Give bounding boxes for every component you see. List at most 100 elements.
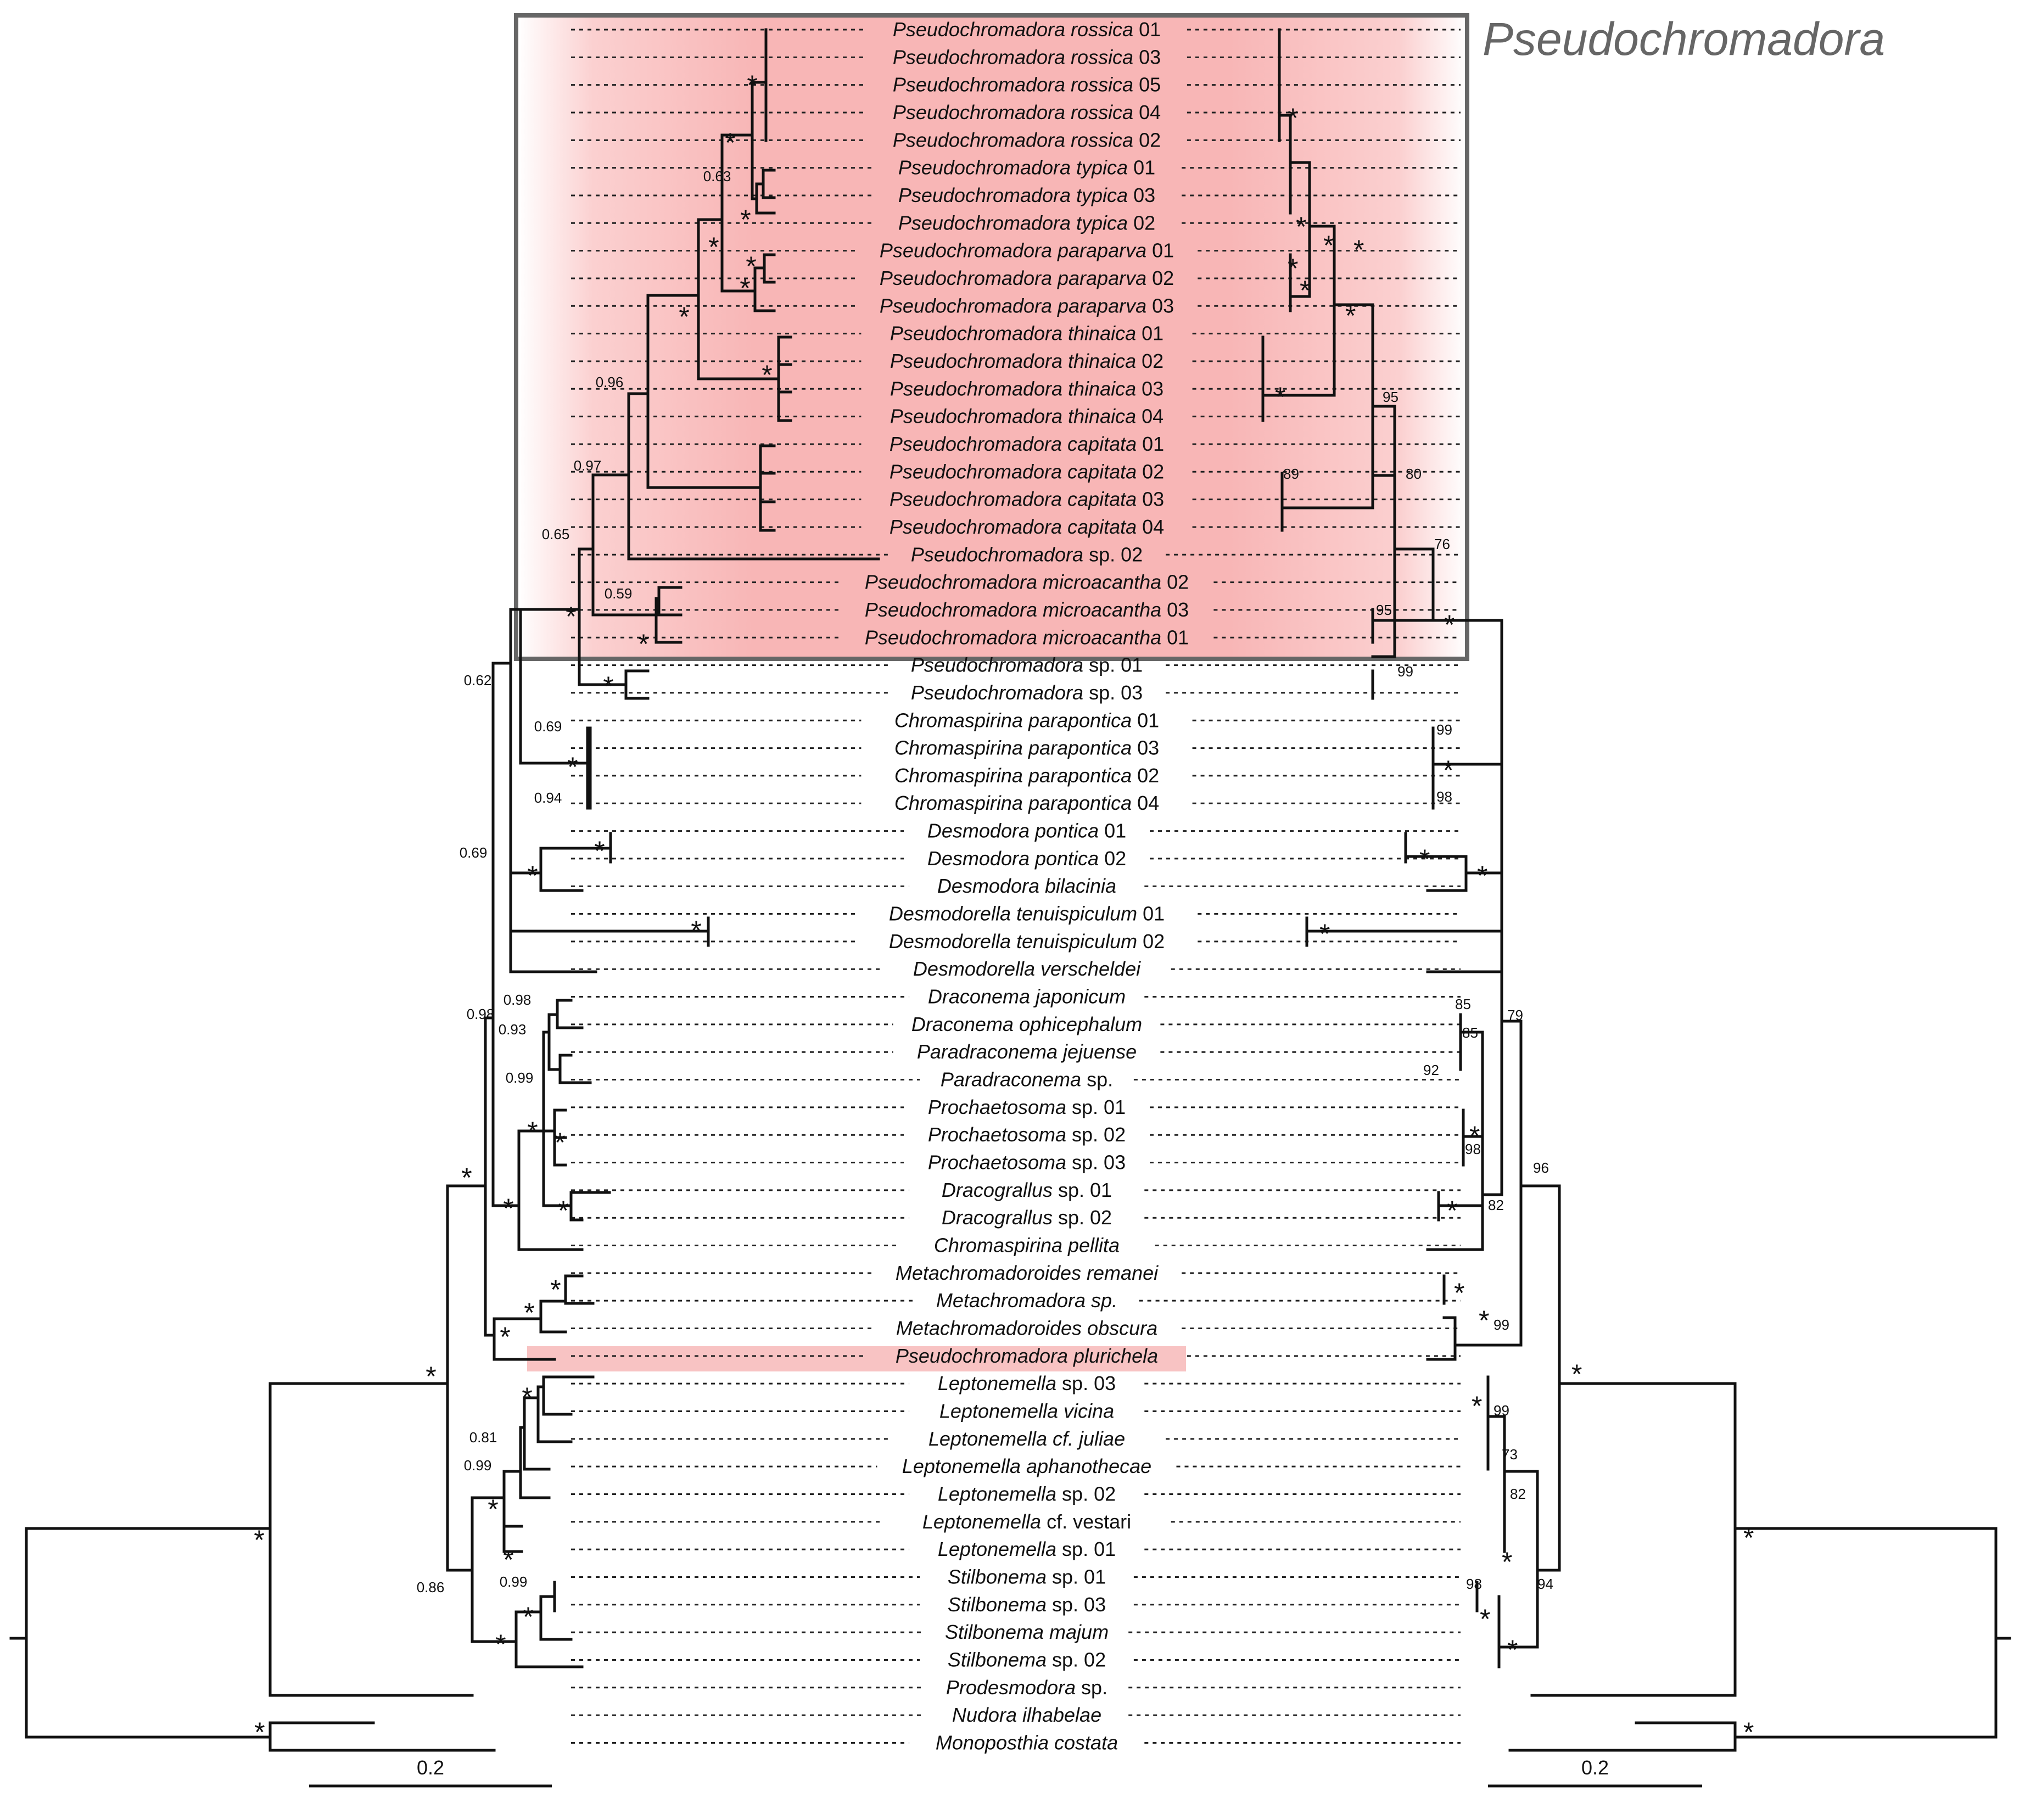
taxon-name: Pseudochromadora microacantha	[865, 626, 1161, 648]
taxon-name: Leptonemella	[938, 1538, 1056, 1560]
support-value: 99	[1493, 1317, 1509, 1333]
taxon-suffix: 02	[1132, 764, 1159, 787]
support-star: *	[500, 1321, 510, 1352]
support-value: 96	[1533, 1160, 1549, 1176]
support-star: *	[503, 1544, 513, 1575]
plurichela-highlight	[527, 1346, 1186, 1371]
taxon-label: Leptonemella sp. 03	[938, 1372, 1116, 1395]
support-star: *	[1571, 1359, 1582, 1390]
taxon-suffix: 02	[1136, 350, 1163, 372]
support-star: *	[746, 251, 756, 282]
taxon-name: Pseudochromadora paraparva	[880, 294, 1146, 317]
taxon-suffix: 04	[1137, 516, 1164, 538]
support-star: *	[495, 1629, 506, 1660]
support-value: 92	[1423, 1062, 1439, 1078]
support-value: 0.99	[464, 1457, 492, 1474]
support-value: 79	[1507, 1007, 1523, 1023]
taxon-suffix: 03	[1137, 488, 1164, 511]
taxon-label: Desmodorella verscheldei	[913, 957, 1141, 980]
clade-label: Pseudochromadora	[1483, 13, 1885, 65]
support-labels: * * 0.63 * * * * * * 0.96 0.97 0.59 * 0.65 * * 0.62 0.69 *…	[254, 70, 1754, 1748]
taxon-label: Stilbonema sp. 01	[948, 1565, 1106, 1588]
taxon-labels: Pseudochromadora rossica 01Pseudochromad…	[865, 18, 1189, 1754]
taxon-name: Chromaspirina parapontica	[894, 709, 1132, 731]
support-star: *	[488, 1494, 498, 1525]
taxon-label: Pseudochromadora typica 02	[898, 211, 1155, 234]
taxon-label: Leptonemella sp. 01	[938, 1538, 1116, 1560]
taxon-suffix: sp. 03	[1083, 681, 1143, 704]
scale-bar-left-label: 0.2	[417, 1756, 444, 1779]
support-value: 0.69	[534, 718, 562, 735]
taxon-suffix: 01	[1161, 626, 1189, 648]
support-value: 76	[1434, 536, 1450, 552]
support-star: *	[426, 1361, 436, 1392]
taxon-suffix: sp. 03	[1066, 1151, 1126, 1174]
support-value: 98	[1466, 1576, 1482, 1592]
taxon-suffix: sp. 02	[1047, 1648, 1106, 1671]
support-star: *	[747, 70, 757, 100]
taxon-label: Pseudochromadora rossica 03	[893, 46, 1161, 68]
taxon-name: Chromaspirina parapontica	[894, 764, 1132, 787]
taxon-label: Pseudochromadora microacantha 01	[865, 626, 1189, 648]
support-star: *	[522, 1382, 532, 1413]
taxon-name: Pseudochromadora typica	[898, 211, 1128, 234]
support-star: *	[603, 671, 613, 702]
taxon-label: Stilbonema sp. 03	[948, 1593, 1106, 1616]
taxon-suffix: 01	[1146, 239, 1174, 262]
support-star: *	[679, 301, 689, 332]
support-value: 0.69	[460, 844, 488, 861]
taxon-label: Leptonemella aphanothecae	[902, 1455, 1151, 1477]
support-star: *	[762, 360, 772, 390]
taxon-label: Pseudochromadora typica 01	[898, 156, 1155, 179]
support-value: 73	[1502, 1446, 1518, 1463]
taxon-suffix: sp. 01	[1083, 654, 1143, 676]
taxon-name: Pseudochromadora plurichela	[896, 1345, 1158, 1367]
support-value: 0.65	[542, 526, 570, 542]
support-star: *	[1323, 230, 1334, 261]
taxon-name: Pseudochromadora paraparva	[880, 267, 1146, 289]
taxon-name: Chromaspirina pellita	[934, 1234, 1120, 1257]
support-star: *	[1469, 1121, 1480, 1151]
taxon-suffix: 01	[1128, 156, 1155, 179]
taxon-name: Pseudochromadora rossica	[893, 74, 1133, 96]
taxon-suffix: 02	[1137, 930, 1165, 953]
support-value: 0.98	[467, 1006, 495, 1022]
taxon-label: Pseudochromadora microacantha 03	[865, 598, 1189, 621]
support-star: *	[1300, 275, 1310, 306]
taxon-name: Monoposthia costata	[936, 1731, 1118, 1754]
support-star: *	[1296, 211, 1306, 242]
taxon-name: Pseudochromadora rossica	[893, 18, 1133, 41]
taxon-label: Dracograllus sp. 02	[942, 1206, 1112, 1229]
taxon-suffix: sp. 02	[1053, 1206, 1112, 1229]
taxon-suffix: 03	[1128, 184, 1155, 206]
taxon-name: Metachromadoroides obscura	[896, 1317, 1157, 1340]
support-star: *	[1345, 300, 1356, 331]
taxon-suffix: sp. 02	[1083, 543, 1143, 565]
taxon-suffix: 03	[1136, 377, 1163, 400]
taxon-label: Dracograllus sp. 01	[942, 1179, 1112, 1201]
taxon-suffix: 04	[1136, 405, 1163, 428]
support-value: 0.59	[605, 585, 633, 602]
support-value: 0.96	[596, 374, 624, 390]
taxon-name: Dracograllus	[942, 1179, 1053, 1201]
taxon-name: Chromaspirina parapontica	[894, 737, 1132, 759]
taxon-suffix: 04	[1133, 101, 1161, 124]
support-value: 98	[1465, 1141, 1481, 1157]
taxon-suffix: sp.	[1076, 1676, 1107, 1699]
support-star: *	[503, 1193, 513, 1224]
support-star: *	[1477, 860, 1487, 891]
taxon-label: Pseudochromadora sp. 01	[911, 654, 1143, 676]
taxon-label: Chromaspirina parapontica 04	[894, 792, 1159, 814]
taxon-suffix: 01	[1136, 322, 1163, 345]
taxon-name: Pseudochromadora	[911, 681, 1083, 704]
taxon-name: Pseudochromadora paraparva	[880, 239, 1146, 262]
taxon-suffix: sp. 01	[1056, 1538, 1116, 1560]
taxon-label: Pseudochromadora rossica 04	[893, 101, 1161, 124]
taxon-name: Pseudochromadora microacantha	[865, 571, 1161, 593]
taxon-name: Paradraconema	[941, 1068, 1081, 1091]
support-star: *	[1480, 1604, 1490, 1634]
taxon-suffix: 02	[1128, 211, 1155, 234]
taxon-name: Desmodora pontica	[927, 847, 1099, 870]
taxon-name: Pseudochromadora capitata	[890, 516, 1137, 538]
support-star: *	[566, 601, 576, 632]
